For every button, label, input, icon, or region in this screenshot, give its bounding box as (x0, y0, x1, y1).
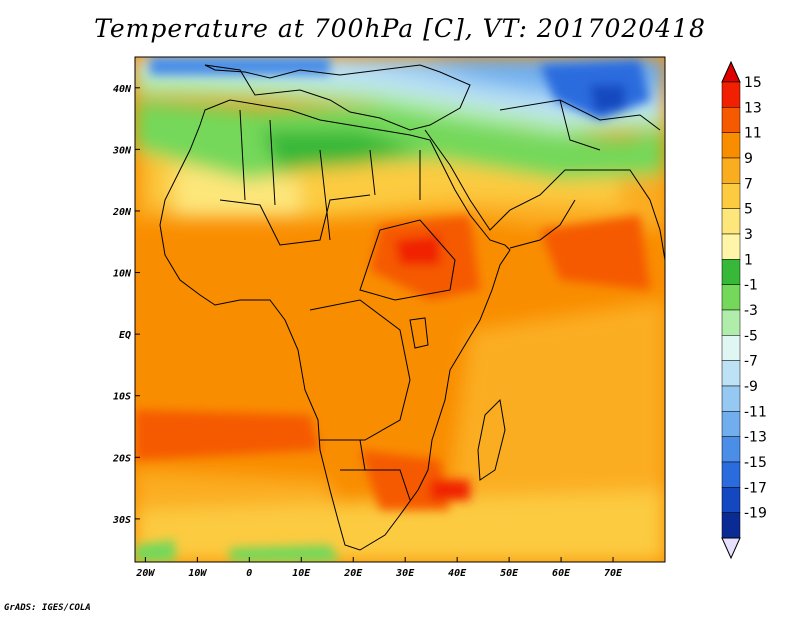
colorbar-label: 13 (744, 100, 762, 116)
colorbar-swatch (721, 284, 741, 311)
lon-tick-label: 30E (395, 568, 415, 579)
colorbar-swatch (721, 487, 741, 513)
colorbar-swatch (721, 436, 741, 463)
colorbar-swatch (721, 360, 741, 387)
colorbar-swatch (721, 411, 741, 437)
colorbar-swatch (721, 233, 741, 260)
colorbar-swatch (721, 461, 741, 488)
lon-tick-label: 50E (500, 568, 519, 579)
colorbar-swatch (721, 157, 741, 184)
lat-tick-label: EQ (119, 330, 131, 341)
colorbar-swatch (721, 259, 741, 285)
colorbar-label: -7 (744, 354, 758, 370)
colorbar-swatch (721, 107, 741, 133)
lat-tick-label: 10N (113, 269, 132, 280)
colorbar-label: -3 (744, 303, 758, 319)
colorbar-label: 15 (744, 75, 762, 91)
axis-ticks: 20W 10W 0 10E 20E 30E 40E 50E 60E 70E 40N 30N 20N 10N… (112, 84, 623, 579)
lat-tick-label: 30N (112, 145, 132, 156)
colorbar-label: 3 (744, 227, 753, 243)
colorbar-swatch (721, 385, 741, 412)
colorbar-swatch (721, 208, 741, 235)
lon-tick-label: 40E (448, 568, 467, 579)
colorbar-swatch (721, 183, 741, 209)
lon-tick-label: 10E (292, 568, 311, 579)
colorbar-label: 5 (744, 202, 753, 218)
colorbar-label: 1 (744, 252, 753, 268)
lat-tick-label: 30S (112, 515, 131, 526)
lon-tick-label: 20E (343, 568, 363, 579)
lon-tick-label: 10W (188, 568, 207, 579)
lat-tick-label: 20N (112, 207, 132, 218)
colorbar-label: -17 (744, 480, 767, 496)
grads-credit: GrADS: IGES/COLA (4, 603, 91, 613)
colorbar-over-arrow (721, 60, 741, 83)
colorbar-label: -13 (744, 430, 767, 446)
temperature-field (135, 57, 665, 562)
lon-tick-label: 20W (135, 568, 155, 579)
colorbar-label: -11 (744, 404, 767, 420)
colorbar-label: -5 (744, 328, 758, 344)
lon-tick-label: 70E (604, 568, 623, 579)
coastlines (159, 64, 665, 551)
lat-tick-label: 10S (113, 392, 131, 403)
colorbar-swatch (721, 132, 741, 159)
colorbar-label: 9 (744, 151, 753, 167)
colorbar-under-arrow (721, 537, 741, 560)
lon-tick-label: 60E (552, 568, 571, 579)
colorbar-label: -19 (744, 506, 767, 522)
colorbar: 15 13 11 9 7 5 3 1 -1 -3 -5 -7 -9 -11 -13 -15 -17 -19 (721, 60, 767, 560)
lon-tick-label: 0 (246, 568, 252, 579)
colorbar-swatch (721, 335, 741, 361)
colorbar-label: 7 (744, 176, 753, 192)
colorbar-swatch (721, 309, 741, 336)
colorbar-swatch (721, 512, 741, 539)
colorbar-label: 11 (744, 126, 762, 142)
map-title: Temperature at 700hPa [C], VT: 201702041… (94, 14, 706, 43)
colorbar-label: -9 (744, 379, 758, 395)
colorbar-label: -15 (744, 455, 767, 471)
plot-frame (134, 56, 666, 563)
colorbar-label: -1 (744, 278, 758, 294)
lat-tick-label: 20S (112, 453, 131, 464)
lat-tick-label: 40N (113, 84, 132, 95)
colorbar-swatch (721, 81, 741, 108)
